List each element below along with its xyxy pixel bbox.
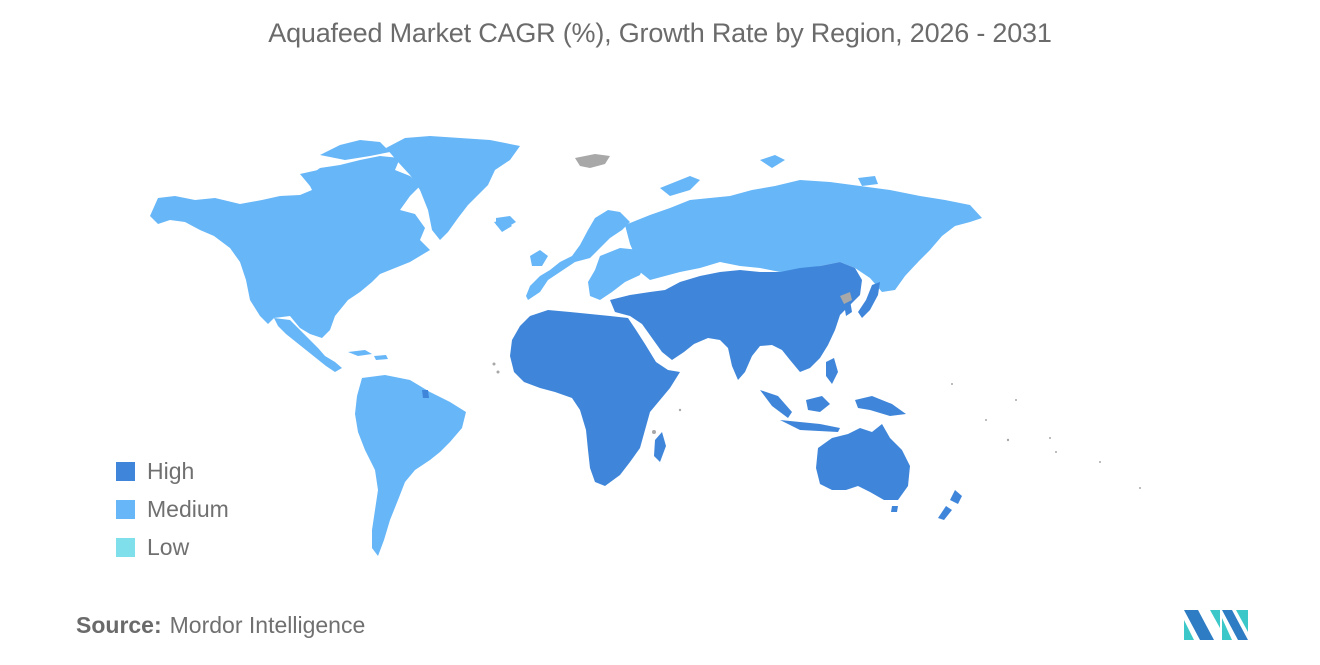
mordor-intelligence-logo-icon [1184, 610, 1248, 640]
region-africa [510, 310, 680, 486]
legend-item-medium: Medium [116, 490, 229, 528]
region-north-korea [840, 292, 852, 304]
legend-item-high: High [116, 452, 229, 490]
legend-item-low: Low [116, 528, 229, 566]
chart-title: Aquafeed Market CAGR (%), Growth Rate by… [268, 18, 1052, 48]
legend-swatch-medium [116, 499, 135, 519]
legend: High Medium Low [116, 452, 229, 566]
region-asia [610, 262, 906, 432]
legend-label: Medium [147, 495, 229, 522]
legend-swatch-low [116, 537, 135, 557]
source-label: Source: [76, 612, 162, 638]
region-islands-no-data [492, 362, 1141, 489]
source-note: Source: Mordor Intelligence [76, 612, 365, 639]
legend-label: High [147, 457, 195, 484]
region-europe [494, 210, 645, 300]
legend-label: Low [147, 533, 190, 560]
region-russia [625, 155, 982, 292]
region-french-guiana [422, 390, 429, 398]
region-north-america [150, 140, 430, 372]
legend-swatch-high [116, 461, 135, 481]
region-oceania [816, 424, 962, 520]
region-south-america [355, 375, 466, 556]
source-value: Mordor Intelligence [169, 612, 366, 638]
region-svalbard [575, 154, 610, 168]
